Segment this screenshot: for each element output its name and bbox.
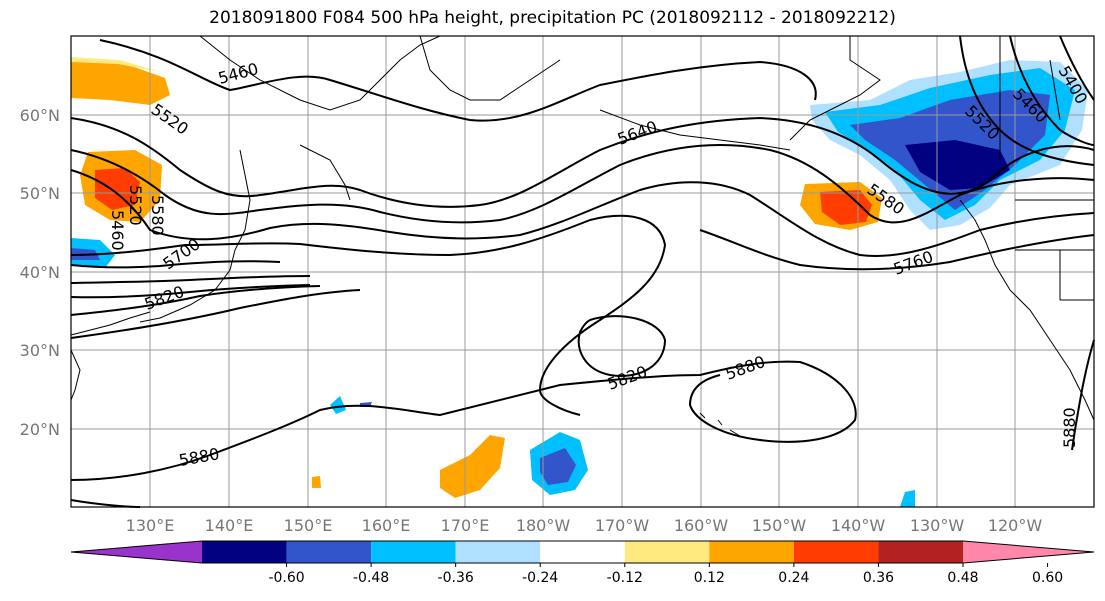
map-title: 2018091800 F084 500 hPa height, precipit… [209, 8, 896, 28]
lat-label: 30°N [20, 341, 60, 360]
lon-label: 170°E [441, 516, 490, 535]
map-border [70, 35, 1095, 508]
precip-positive-area [71, 57, 160, 72]
lon-label: 140°E [205, 516, 254, 535]
contour-line [959, 35, 1095, 166]
contour-line [1071, 339, 1095, 451]
colorbar-segment [286, 541, 372, 563]
colorbar-tick-label: 0.24 [778, 570, 809, 586]
lat-label: 60°N [20, 106, 60, 125]
colorbar-extend-max [963, 541, 1094, 563]
precip-negative-area [900, 490, 915, 507]
precip-shading [71, 57, 1088, 507]
contour-line [1059, 35, 1095, 101]
lon-label: 150°W [752, 516, 807, 535]
colorbar-tick-label: -0.24 [522, 570, 558, 586]
colorbar-tick-label: -0.36 [438, 570, 474, 586]
precip-positive-area [312, 476, 321, 488]
lon-label: 150°E [284, 516, 333, 535]
colorbar-segment [878, 541, 963, 563]
precip-positive-area [71, 60, 170, 105]
contour-line [577, 315, 667, 377]
precip-positive-area [95, 168, 140, 210]
colorbar-tick-label: 0.36 [863, 570, 894, 586]
contour-line [70, 116, 1095, 208]
colorbar-tick-label: 0.48 [947, 570, 978, 586]
colorbar-segment [455, 541, 541, 563]
label-5520-vert: 5520 [126, 185, 145, 226]
contour-line [70, 275, 311, 284]
label-5880-east: 5880 [1060, 407, 1079, 448]
lon-label: 160°W [674, 516, 729, 535]
contour-line [70, 144, 1095, 224]
colorbar-segment [709, 541, 794, 563]
colorbar-tick-label: 0.12 [694, 570, 725, 586]
label-5580-west: 5580 [148, 195, 167, 236]
colorbar-tick-label: -0.48 [353, 570, 389, 586]
contour-line [70, 289, 361, 339]
contour-line [699, 229, 1095, 271]
contour-line [99, 39, 817, 122]
colorbar-segment [793, 541, 879, 563]
lon-label: 170°W [595, 516, 650, 535]
contour-line [70, 214, 667, 416]
lon-label: 130°W [910, 516, 965, 535]
contour-line [70, 360, 857, 481]
colorbar-segment [371, 541, 456, 563]
contour-line [70, 284, 311, 299]
lon-label: 160°E [362, 516, 411, 535]
colorbar-tick-label: 0.60 [1032, 570, 1063, 586]
colorbar-segment [624, 541, 710, 563]
contour-line [1009, 35, 1095, 146]
colorbar-tick-label: -0.12 [607, 570, 643, 586]
height-contours [70, 35, 1095, 508]
lat-label: 50°N [20, 184, 60, 203]
lat-label: 40°N [20, 263, 60, 282]
colorbar-extend-min [71, 541, 202, 563]
contour-line [70, 260, 281, 269]
lon-axis: 130°E 140°E 150°E 160°E 170°E 180°W 170°… [126, 516, 1043, 535]
lon-label: 130°E [126, 516, 175, 535]
lon-label: 180°W [516, 516, 571, 535]
contour-line [70, 169, 1095, 257]
colorbar-segment [540, 541, 625, 563]
colorbar-tick-label: -0.60 [268, 570, 304, 586]
colorbar: -0.60 -0.48 -0.36 -0.24 -0.12 0.12 0.24 0.36 0.4… [70, 540, 1095, 586]
precip-negative-area [330, 396, 346, 414]
lat-label: 20°N [20, 420, 60, 439]
precip-positive-area [820, 190, 872, 225]
colorbar-segment [202, 541, 287, 563]
lon-label: 120°W [988, 516, 1043, 535]
lat-axis: 60°N 50°N 40°N 30°N 20°N [20, 106, 60, 439]
precip-negative-area [905, 140, 1010, 190]
label-5460-vert: 5460 [108, 210, 127, 251]
precip-positive-area [440, 435, 505, 498]
contour-line [70, 285, 321, 316]
precip-negative-area [540, 448, 576, 485]
lon-label: 140°W [831, 516, 886, 535]
colorbar-outline [70, 540, 1095, 564]
